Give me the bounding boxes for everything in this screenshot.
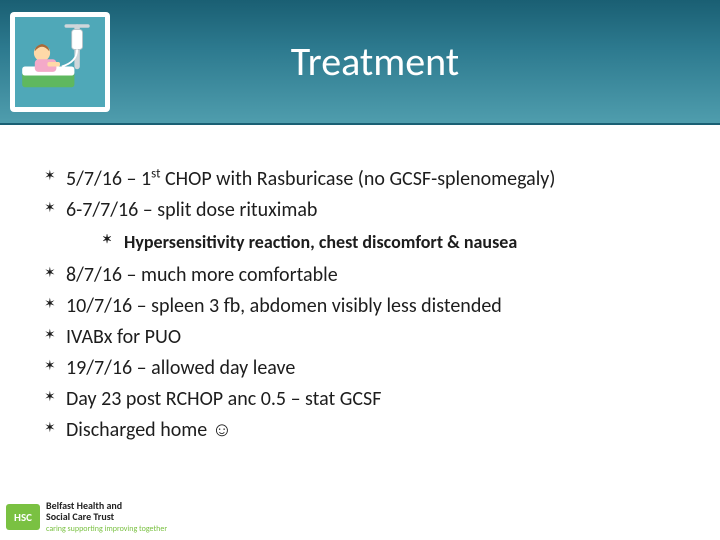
- list-item-text: 8/7/16 – much more comfortable: [66, 263, 338, 287]
- slide: Treatment 5/7/16 – 1st CHOP with Rasburi…: [0, 0, 720, 540]
- footer-logo: HSC Belfast Health and Social Care Trust…: [6, 500, 167, 534]
- list-item: 5/7/16 – 1st CHOP with Rasburicase (no G…: [40, 165, 680, 193]
- list-item-text: IVABx for PUO: [66, 325, 181, 349]
- list-item-text: Day 23 post RCHOP anc 0.5 – stat GCSF: [66, 387, 381, 411]
- list-item-text: 6-7/7/16 – split dose rituximab: [66, 198, 317, 222]
- list-item: 8/7/16 – much more comfortable: [40, 262, 680, 289]
- list-item-text: Hypersensitivity reaction, chest discomf…: [124, 231, 517, 253]
- list-item: Hypersensitivity reaction, chest discomf…: [102, 230, 680, 254]
- list-item: 6-7/7/16 – split dose rituximab Hypersen…: [40, 197, 680, 254]
- list-item-text: 10/7/16 – spleen 3 fb, abdomen visibly l…: [66, 294, 502, 318]
- list-item: Discharged home ☺: [40, 417, 680, 444]
- bullet-list: 5/7/16 – 1st CHOP with Rasburicase (no G…: [40, 165, 680, 444]
- logo-tagline: caring supporting improving together: [46, 524, 167, 534]
- logo-text-block: Belfast Health and Social Care Trust car…: [46, 500, 167, 534]
- list-item-text: Discharged home ☺: [66, 418, 232, 442]
- hsc-logo-icon: HSC: [6, 504, 40, 530]
- slide-title: Treatment: [110, 37, 720, 86]
- list-item-text: 5/7/16 – 1st CHOP with Rasburicase (no G…: [66, 167, 555, 191]
- slide-body: 5/7/16 – 1st CHOP with Rasburicase (no G…: [0, 125, 720, 444]
- list-item-text: 19/7/16 – allowed day leave: [66, 356, 295, 380]
- logo-line2: Social Care Trust: [46, 510, 114, 523]
- sub-bullet-list: Hypersensitivity reaction, chest discomf…: [66, 230, 680, 254]
- list-item: 10/7/16 – spleen 3 fb, abdomen visibly l…: [40, 293, 680, 320]
- list-item: 19/7/16 – allowed day leave: [40, 355, 680, 382]
- slide-header: Treatment: [0, 0, 720, 125]
- list-item: Day 23 post RCHOP anc 0.5 – stat GCSF: [40, 386, 680, 413]
- list-item: IVABx for PUO: [40, 324, 680, 351]
- clipart-icon: [10, 12, 110, 112]
